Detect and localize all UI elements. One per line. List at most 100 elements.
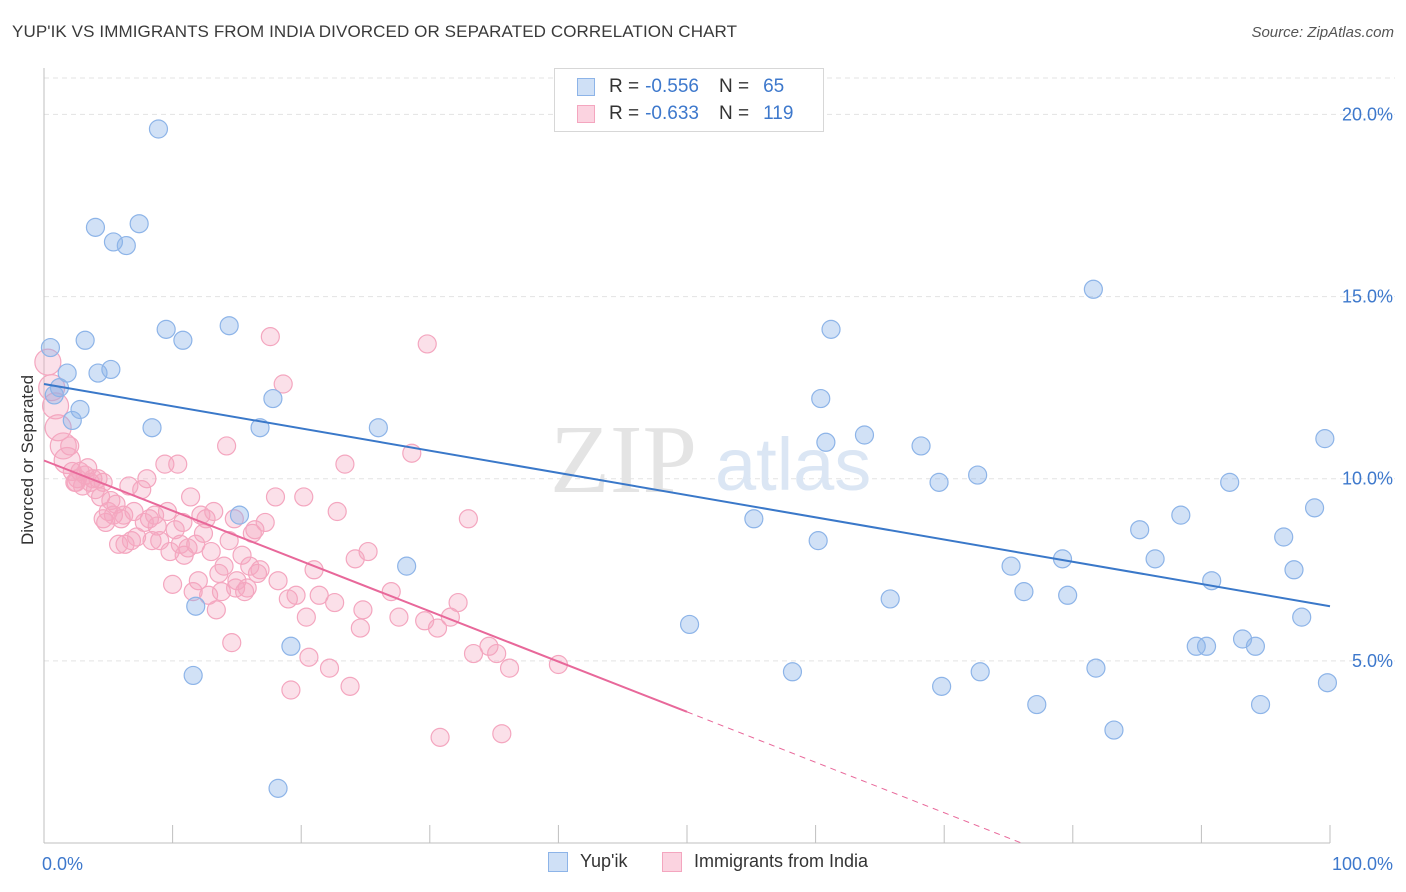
yupik-point bbox=[368, 418, 388, 438]
yupik-point bbox=[173, 330, 193, 350]
india-point bbox=[201, 541, 221, 562]
india-point bbox=[181, 487, 201, 507]
india-point bbox=[286, 585, 306, 605]
yupik-point bbox=[970, 662, 990, 682]
legend-swatch-india bbox=[577, 105, 595, 123]
yupik-point bbox=[156, 319, 176, 339]
yupik-point bbox=[70, 399, 90, 420]
yupik-point bbox=[101, 359, 121, 380]
correlation-legend: R = -0.556 N = 65 R = -0.633 N = 119 bbox=[554, 68, 824, 132]
india-point bbox=[44, 414, 72, 442]
india-point bbox=[183, 582, 203, 602]
india-point bbox=[106, 494, 126, 514]
india-point bbox=[430, 727, 450, 747]
india-point bbox=[160, 541, 180, 562]
n-value: 65 bbox=[763, 76, 785, 97]
india-point bbox=[168, 454, 188, 474]
series-legend: Yup'ik Immigrants from India bbox=[0, 851, 1406, 877]
n-value: 119 bbox=[763, 103, 794, 124]
yupik-point bbox=[397, 556, 417, 576]
legend-row-yupik: R = -0.556 N = 65 bbox=[577, 74, 784, 100]
india-point bbox=[273, 374, 293, 394]
yupik-point bbox=[40, 337, 61, 358]
yupik-point bbox=[263, 388, 283, 409]
yupik-point bbox=[679, 614, 700, 635]
yupik-point bbox=[911, 436, 931, 456]
india-point bbox=[463, 643, 484, 664]
r-label: R = bbox=[609, 76, 640, 97]
y-tick-label: 20.0% bbox=[1342, 104, 1393, 124]
yupik-point bbox=[816, 432, 836, 452]
yupik-point bbox=[1027, 694, 1047, 715]
yupik-point bbox=[1315, 429, 1335, 449]
india-point bbox=[448, 592, 468, 613]
india-point bbox=[260, 327, 280, 347]
yupik-point bbox=[968, 465, 988, 485]
yupik-point bbox=[229, 505, 250, 525]
yupik-point bbox=[1145, 549, 1165, 569]
yupik-point bbox=[1220, 472, 1240, 492]
india-point bbox=[240, 556, 260, 576]
x-tick-label: 0.0% bbox=[42, 854, 83, 874]
legend-item-india: Immigrants from India bbox=[662, 851, 868, 872]
legend-swatch-yupik bbox=[577, 78, 595, 96]
yupik-point bbox=[782, 662, 803, 682]
yupik-point bbox=[268, 778, 288, 798]
india-point bbox=[93, 472, 113, 492]
india-point bbox=[327, 501, 347, 522]
series-india-points bbox=[34, 327, 569, 747]
yupik-point bbox=[281, 636, 301, 656]
yupik-point bbox=[75, 330, 95, 350]
india-point bbox=[281, 680, 301, 700]
india-point bbox=[214, 556, 234, 576]
india-point bbox=[299, 647, 319, 667]
watermark: ZIP atlas bbox=[550, 406, 871, 514]
y-axis-label: Divorced or Separated bbox=[18, 374, 37, 546]
legend-item-yupik: Yup'ik bbox=[548, 851, 627, 872]
r-value: -0.633 bbox=[645, 103, 699, 124]
india-point bbox=[358, 541, 378, 562]
india-point bbox=[196, 509, 216, 529]
india-point bbox=[206, 600, 226, 620]
yupik-point bbox=[854, 425, 875, 445]
india-point bbox=[108, 534, 129, 554]
india-point bbox=[193, 523, 214, 543]
yupik-point bbox=[186, 596, 206, 616]
chart-title: YUP'IK VS IMMIGRANTS FROM INDIA DIVORCED… bbox=[12, 22, 738, 41]
source-label: Source: ZipAtlas.com bbox=[1251, 24, 1394, 41]
yupik-point bbox=[932, 676, 952, 696]
india-point bbox=[325, 592, 345, 613]
india-point bbox=[226, 578, 246, 598]
yupik-point bbox=[1001, 556, 1021, 576]
yupik-point bbox=[1086, 658, 1106, 678]
india-point bbox=[245, 520, 265, 540]
yupik-point bbox=[1104, 720, 1124, 740]
y-tick-labels: 5.0% 10.0% 15.0% 20.0% bbox=[1342, 104, 1393, 670]
india-point bbox=[350, 618, 370, 638]
y-tick-label: 15.0% bbox=[1342, 287, 1393, 307]
series-yupik-points bbox=[40, 119, 1338, 798]
r-value: -0.556 bbox=[645, 76, 699, 97]
india-point bbox=[340, 676, 360, 696]
india-point bbox=[211, 582, 232, 602]
yupik-point bbox=[183, 665, 203, 686]
india-point bbox=[427, 618, 448, 638]
india-point bbox=[479, 636, 499, 656]
india-point bbox=[142, 531, 162, 551]
india-point bbox=[121, 531, 142, 551]
india-point bbox=[492, 724, 512, 744]
yupik-point bbox=[1130, 520, 1150, 540]
yupik-point bbox=[148, 119, 169, 139]
india-point bbox=[265, 487, 286, 507]
watermark-atlas: atlas bbox=[715, 423, 871, 506]
y-tick-label: 10.0% bbox=[1342, 469, 1393, 489]
yupik-point bbox=[116, 235, 136, 256]
yupik-point bbox=[1245, 636, 1266, 656]
yupik-point bbox=[1304, 498, 1325, 518]
india-point bbox=[101, 490, 121, 511]
x-tick-labels: 0.0% 100.0% bbox=[42, 854, 1393, 874]
yupik-point bbox=[1250, 694, 1271, 715]
india-point bbox=[163, 574, 183, 594]
yupik-point bbox=[1083, 279, 1103, 299]
yupik-point bbox=[1196, 636, 1217, 656]
